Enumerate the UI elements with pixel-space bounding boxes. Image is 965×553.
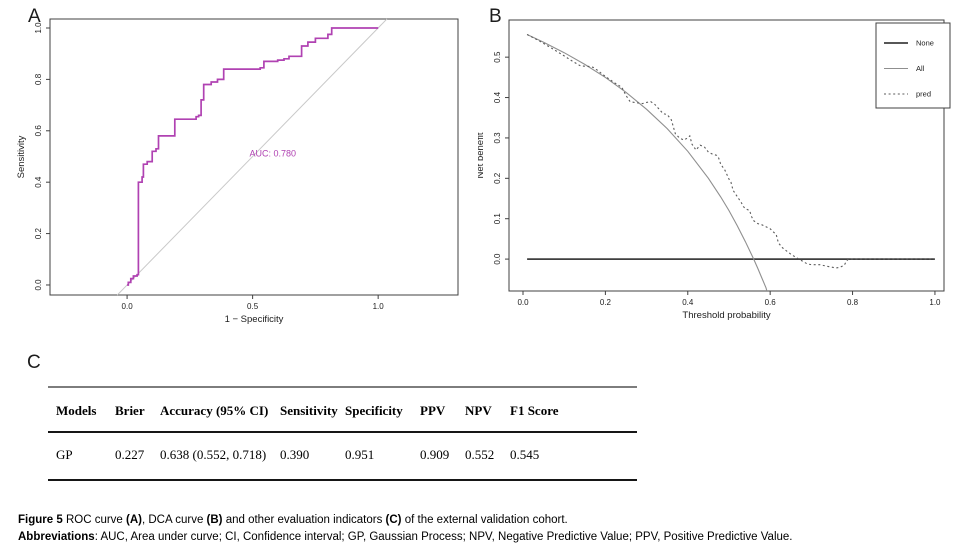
y-tick-label: 0.5 [493, 51, 502, 63]
panel-a-letter: A [28, 6, 41, 27]
legend-label-pred: pred [916, 90, 931, 99]
table-header-cell: PPV [420, 387, 465, 433]
table-cell: 0.545 [510, 447, 540, 462]
plot-frame [49, 18, 459, 296]
pred-line [526, 34, 935, 269]
y-tick-label: 0.1 [493, 213, 502, 225]
table-cell: 0.227 [115, 447, 145, 462]
x-tick-label: 0.0 [122, 302, 134, 311]
table-body: GP 0.227 0.638 (0.552, 0.718) 0.390 0.951 0.9… [48, 432, 637, 480]
y-tick-label: 0.2 [34, 227, 43, 239]
x-tick-label: 1.0 [373, 302, 385, 311]
reference-line [116, 18, 388, 296]
caption-bold-segment: (A) [126, 514, 142, 526]
caption-text-segment: of the external validation cohort. [401, 514, 568, 526]
y-tick-label: 0.3 [493, 132, 502, 144]
y-tick-label: 0.8 [34, 73, 43, 85]
metrics-table: Models Brier Accuracy (95% CI) Sensitivity S… [48, 386, 637, 481]
x-tick-label: 0.8 [847, 298, 859, 307]
table-cell: 0.390 [280, 447, 310, 462]
table-header-cell: Accuracy (95% CI) [160, 387, 280, 433]
panel-b-letter: B [489, 6, 502, 27]
table-cell: 0.909 [420, 447, 450, 462]
caption-bold-segment: (B) [206, 514, 223, 526]
table-row: GP 0.227 0.638 (0.552, 0.718) 0.390 0.951 0.9… [48, 432, 637, 480]
roc-curve-chart: 0.0 0.5 1.0 0.0 0.2 0.4 0.6 0.8 1.0 1 − Specifici… [16, 18, 459, 325]
y-tick-label: 0.6 [34, 125, 43, 137]
x-tick-label: 0.5 [247, 302, 259, 311]
table-cell: GP [56, 447, 73, 462]
table-header-row: Models Brier Accuracy (95% CI) Sensitivity S… [48, 387, 637, 433]
caption-bold-segment: (C) [385, 514, 402, 526]
x-tick-label: 0.6 [765, 298, 777, 307]
plot-frame [508, 19, 945, 292]
x-tick-label: 0.2 [600, 298, 612, 307]
table-header-cell: Specificity [345, 387, 420, 433]
table-cell: 0.951 [345, 447, 375, 462]
figure-caption: Figure 5 ROC curve (A), DCA curve (B) an… [18, 512, 958, 545]
x-tick-label: 0.4 [682, 298, 694, 307]
y-tick-label: 0.4 [493, 91, 502, 103]
y-axis-label: Net benefit [478, 132, 486, 178]
caption-line: Abbreviations: AUC, Area under curve; CI… [18, 529, 958, 546]
legend-label-All: All [916, 64, 925, 73]
All-line [526, 34, 768, 292]
legend-box [875, 22, 951, 109]
ROC-line [127, 27, 379, 286]
caption-line: Figure 5 ROC curve (A), DCA curve (B) an… [18, 512, 958, 529]
caption-text-segment: , DCA curve [141, 514, 207, 526]
y-tick-label: 1.0 [34, 22, 43, 34]
caption-bold-segment: Abbreviations [18, 530, 95, 543]
table-cell: 0.638 (0.552, 0.718) [160, 447, 267, 462]
table-header-cell: Sensitivity [280, 387, 345, 433]
table-cell: 0.552 [465, 447, 495, 462]
caption-text-segment: ROC curve [65, 514, 127, 526]
y-tick-label: 0.2 [493, 172, 502, 184]
y-tick-label: 0.0 [34, 279, 43, 291]
panel-c-letter: C [27, 352, 41, 373]
table-head: Models Brier Accuracy (95% CI) Sensitivity S… [48, 387, 637, 433]
y-tick-label: 0.0 [493, 253, 502, 265]
auc-annotation: AUC: 0.780 [249, 148, 296, 158]
x-axis-label: Threshold probability [682, 310, 770, 321]
y-axis-label: Sensitivity [16, 135, 27, 178]
caption-bold-segment: Figure 5 [18, 514, 66, 526]
legend-label-None: None [916, 39, 934, 48]
table-header-cell: Models [48, 387, 115, 433]
table-header-cell: F1 Score [510, 387, 637, 433]
table-header-cell: NPV [465, 387, 510, 433]
caption-text-segment: and other evaluation indicators [222, 514, 386, 526]
x-axis-label: 1 − Specificity [225, 314, 284, 325]
table-header-cell: Brier [115, 387, 160, 433]
caption-text-segment: : AUC, Area under curve; CI, Confidence … [94, 530, 793, 543]
x-tick-label: 0.0 [517, 298, 529, 307]
x-tick-label: 1.0 [929, 298, 941, 307]
y-tick-label: 0.4 [34, 176, 43, 188]
dca-curve-chart: 0.0 0.2 0.4 0.6 0.8 1.0 0.0 0.1 0.2 0.3 0.4 0.5 Thre… [478, 19, 951, 321]
